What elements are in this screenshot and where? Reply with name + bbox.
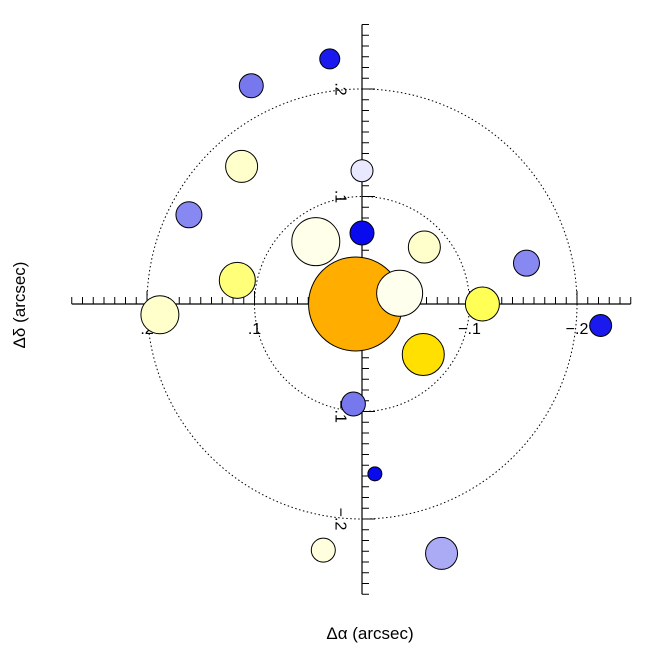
x-tick-label: −.2 (566, 321, 589, 338)
y-tick-label: −.2 (332, 508, 349, 531)
data-point (225, 149, 259, 183)
data-point (319, 48, 341, 70)
x-tick-label: .1 (248, 321, 261, 338)
data-point (349, 220, 375, 246)
data-point (425, 536, 459, 570)
data-point (407, 230, 441, 264)
data-point (367, 466, 383, 482)
data-point (589, 314, 613, 337)
y-tick-label: .2 (332, 82, 349, 95)
data-point (401, 333, 445, 377)
data-point (512, 249, 540, 277)
data-point (310, 537, 336, 563)
data-point (291, 217, 341, 267)
data-point (238, 73, 264, 99)
x-axis-title: Δα (arcsec) (326, 624, 414, 643)
data-point (340, 391, 366, 417)
x-tick-label: −.1 (458, 321, 481, 338)
data-point (140, 295, 180, 335)
data-points (140, 48, 613, 570)
data-point (376, 269, 424, 317)
data-point (218, 261, 256, 299)
data-point (350, 159, 374, 183)
data-point (464, 286, 500, 322)
y-axis-title: Δδ (arcsec) (10, 261, 29, 349)
y-tick-label: .1 (332, 190, 349, 203)
data-point (175, 201, 203, 229)
